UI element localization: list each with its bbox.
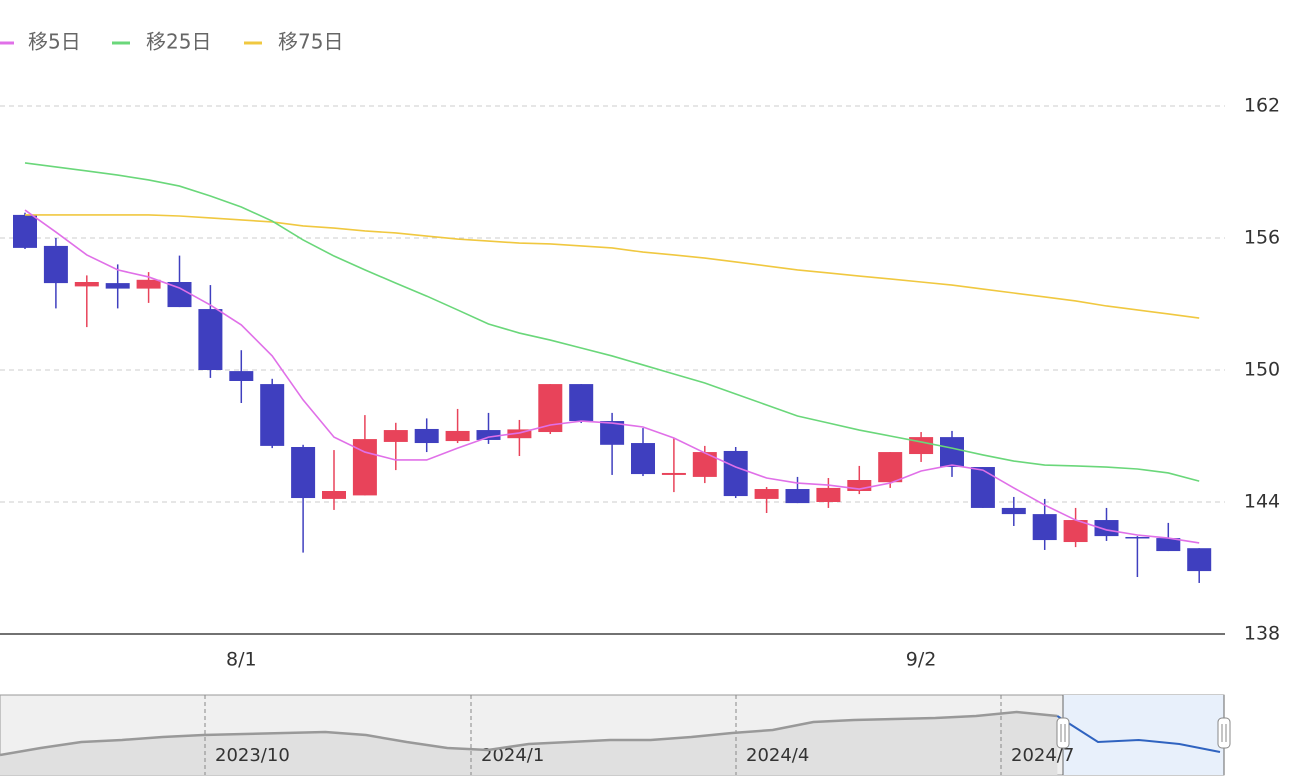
candle-body (754, 489, 779, 499)
candle-body (692, 452, 717, 477)
navigator-label: 2023/10 (215, 745, 290, 766)
candle-body (414, 428, 439, 444)
candle-body (631, 443, 655, 475)
candle-body (74, 282, 99, 287)
navigator-line-selected (1056, 715, 1221, 753)
candle-body (1063, 520, 1088, 543)
candle-body (1125, 536, 1150, 539)
navigator-handle[interactable] (1056, 717, 1070, 749)
candle-body (136, 279, 161, 289)
legend-label[interactable]: 移25日 (146, 30, 211, 54)
candle-body (383, 430, 408, 442)
navigator-label: 2024/4 (746, 745, 809, 766)
candle-body (847, 480, 872, 491)
candle-body (105, 283, 130, 289)
candle-body (43, 245, 68, 284)
candle-body (723, 450, 748, 497)
y-tick-label: 138 (1244, 623, 1280, 645)
x-tick-label: 9/2 (906, 649, 937, 671)
navigator-area (0, 712, 1058, 775)
candle-body (878, 452, 903, 483)
candle-body (569, 384, 594, 422)
candle-body (661, 472, 686, 475)
ma-line (24, 162, 1200, 482)
candle-body (785, 489, 810, 504)
ma-line (24, 209, 1200, 544)
navigator-line (0, 710, 1058, 757)
y-tick-label: 144 (1244, 491, 1280, 513)
candle-body (167, 282, 192, 308)
candle-body (229, 371, 254, 381)
legend-label[interactable]: 移75日 (278, 30, 343, 54)
candle-body (198, 309, 223, 370)
candle-body (816, 487, 841, 502)
x-tick-label: 8/1 (226, 649, 257, 671)
navigator-selection[interactable] (1063, 695, 1224, 775)
candle-body (1156, 538, 1181, 552)
candle-body (1187, 548, 1212, 572)
candle-body (13, 214, 37, 248)
candle-body (507, 429, 532, 439)
y-tick-label: 150 (1244, 359, 1280, 381)
y-tick-label: 162 (1244, 95, 1280, 117)
legend-label[interactable]: 移5日 (28, 30, 81, 54)
candle-body (1032, 514, 1057, 541)
candle-body (1001, 507, 1026, 515)
navigator-label: 2024/7 (1011, 745, 1074, 766)
y-tick-label: 156 (1244, 227, 1280, 249)
candle-body (940, 437, 964, 468)
candle-body (322, 491, 346, 499)
candle-body (260, 384, 285, 446)
candle-body (291, 447, 316, 499)
candle-body (970, 467, 995, 508)
candle-body (445, 430, 470, 442)
ma-line (25, 214, 1200, 319)
navigator-label: 2024/1 (481, 745, 544, 766)
candle-body (1094, 520, 1119, 537)
candle-body (476, 430, 501, 440)
candle-body (600, 421, 625, 445)
navigator-handle[interactable] (1217, 717, 1231, 749)
